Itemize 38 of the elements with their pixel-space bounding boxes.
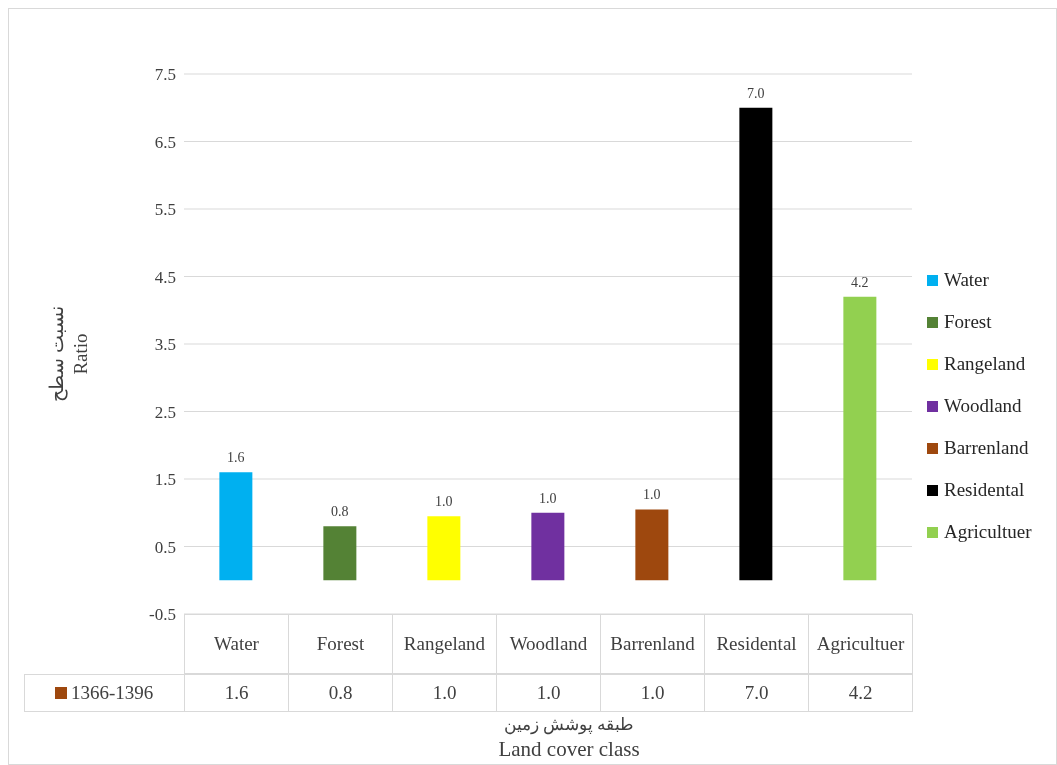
- y-tick-label: 3.5: [154, 335, 176, 355]
- text: 4.2: [851, 274, 869, 290]
- text: 0.8: [331, 504, 349, 520]
- text: 1.0: [435, 494, 453, 510]
- data-label: 0.8: [288, 674, 393, 712]
- category-label: Agricultuer: [944, 521, 1032, 542]
- text: 1.0: [643, 487, 661, 503]
- category-label: Residental: [944, 479, 1025, 500]
- category-label: Woodland: [944, 395, 1022, 416]
- y-tick-label: 4.5: [154, 267, 176, 287]
- category-label: Rangeland: [944, 353, 1026, 374]
- x-tick-label: Rangeland: [392, 614, 497, 674]
- x-tick-label: Woodland: [496, 614, 601, 674]
- y-tick-label: 0.5: [154, 537, 176, 557]
- data-label: 1.6: [184, 674, 289, 712]
- y-tick-label: 7.5: [154, 65, 176, 85]
- data-label: 1.0: [392, 674, 497, 712]
- y-tick-label: -0.5: [149, 605, 176, 625]
- x-tick-label: Barrenland: [600, 614, 705, 674]
- x-tick-label: Water: [184, 614, 289, 674]
- y-tick-label: 6.5: [154, 132, 176, 152]
- data-label: 1.0: [496, 674, 601, 712]
- data-label: 7.0: [704, 674, 809, 712]
- y-tick-label: 1.5: [154, 470, 176, 490]
- data-label: 1.0: [600, 674, 705, 712]
- category-label: Barrenland: [944, 437, 1029, 458]
- x-tick-label: Agricultuer: [808, 614, 913, 674]
- y-tick-label: 2.5: [154, 402, 176, 422]
- legend-label: 1366-1396: [24, 674, 185, 712]
- data-label: 4.2: [808, 674, 913, 712]
- text: 1.0: [539, 490, 557, 506]
- category-label: Forest: [944, 311, 992, 332]
- y-tick-label: 5.5: [154, 200, 176, 220]
- text: 7.0: [747, 85, 765, 101]
- x-tick-label: Forest: [288, 614, 393, 674]
- category-label: Water: [944, 269, 989, 290]
- x-tick-label: Residental: [704, 614, 809, 674]
- text: 1.6: [227, 450, 245, 466]
